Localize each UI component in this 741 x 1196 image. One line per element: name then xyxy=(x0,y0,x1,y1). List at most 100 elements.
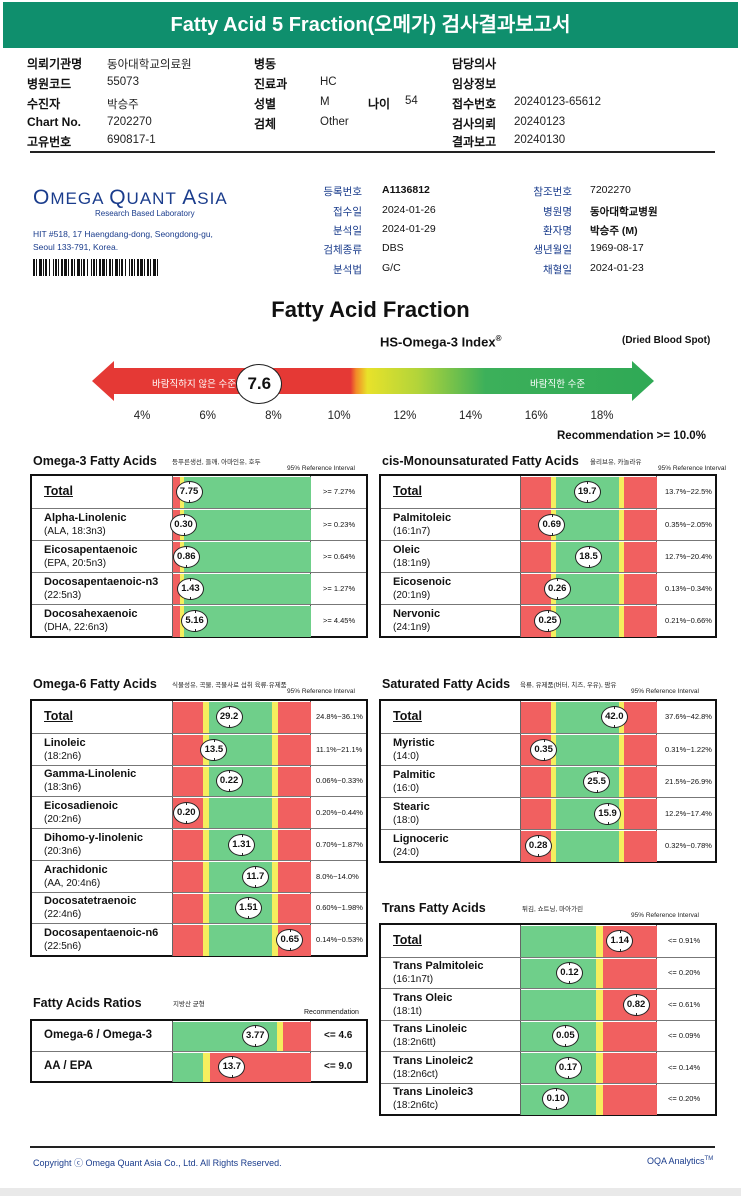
reference-range: >= 7.27% xyxy=(323,487,356,496)
row-name: Eicosenoic xyxy=(393,576,452,588)
row-name: Nervonic xyxy=(393,608,441,620)
row-total-label: Total xyxy=(393,484,422,498)
table-row: Dihomo-y-linolenic (20:3n6) 1.31 0.70%~1.87… xyxy=(32,828,366,861)
bar-segment xyxy=(173,766,204,798)
gauge-tick-label: 10% xyxy=(327,410,351,422)
reference-interval-header: 95% Reference Interval xyxy=(658,465,726,472)
row-name: Trans Linoleic3 xyxy=(393,1086,474,1099)
bar-segment xyxy=(272,766,278,798)
value-marker: 5.16 xyxy=(181,610,209,632)
row-subname: (18:2n6tt) xyxy=(393,1037,436,1049)
section-panel-cismono: Total 19.7 13.7%~22.5% Palmitoleic (16:1n7) 0… xyxy=(379,474,717,638)
reference-range: <= 0.91% xyxy=(668,935,701,945)
bar-segment xyxy=(173,830,204,861)
section-panel-omega6: Total 29.2 24.8%~36.1% Linoleic (18:2n6) 13.5… xyxy=(30,699,368,957)
header-field-label: 의뢰기관명 xyxy=(27,57,83,71)
value-marker: 42.0 xyxy=(600,706,628,728)
report-info-value: A1136812 xyxy=(382,184,430,196)
gauge-tick-label: 18% xyxy=(590,410,614,422)
bar-segment xyxy=(277,766,311,798)
reference-range: 0.31%~1.22% xyxy=(665,745,712,754)
row-subname: (20:2n6) xyxy=(44,814,82,826)
bar-segment xyxy=(277,702,311,733)
bar-segment xyxy=(618,735,625,766)
bar-segment xyxy=(184,477,311,508)
header-field-value: 7202270 xyxy=(107,116,152,128)
row-name: Docosapentaenoic-n6 xyxy=(44,927,159,940)
table-row: Docosapentaenoic-n3 (22:5n3) 1.43 >= 1.27% xyxy=(32,572,366,605)
header-field-value: 690817-1 xyxy=(107,134,156,146)
bar-segment xyxy=(173,861,204,893)
reference-interval-header: 95% Reference Interval xyxy=(631,912,699,919)
section-panel-omega3: Total 7.75 >= 7.27% Alpha-Linolenic (ALA, 18… xyxy=(30,474,368,638)
bar-segment xyxy=(203,766,209,798)
row-subname: (ALA, 18:3n3) xyxy=(44,526,106,537)
table-row: Oleic (18:1n9) 18.5 12.7%~20.4% xyxy=(381,540,715,573)
row-subname: (14:0) xyxy=(393,751,420,762)
reference-range: 0.70%~1.87% xyxy=(316,839,363,849)
reference-range: >= 1.27% xyxy=(323,584,356,593)
bar-segment xyxy=(624,542,657,573)
bar-segment xyxy=(276,1022,284,1051)
bar-segment xyxy=(624,510,657,541)
table-row: Trans Palmitoleic (16:1n7t) 0.12 <= 0.20% xyxy=(381,956,715,989)
header-divider xyxy=(30,151,715,153)
row-subname: (18:2n6tc) xyxy=(393,1100,439,1112)
row-subname: (16:1n7t) xyxy=(393,974,434,986)
row-total-label: Total xyxy=(393,932,422,947)
reference-range: 13.7%~22.5% xyxy=(665,487,712,496)
gauge-tick-label: 12% xyxy=(393,410,417,422)
bar-segment xyxy=(550,477,557,508)
bar-segment xyxy=(173,574,180,605)
value-marker: 0.22 xyxy=(215,770,243,793)
bar-segment xyxy=(203,702,209,733)
reference-interval-header: 95% Reference Interval xyxy=(287,465,355,472)
header-field-label: 담당의사 xyxy=(452,57,497,71)
reference-range: 0.06%~0.33% xyxy=(316,776,363,786)
header-field-label: 진료과 xyxy=(254,77,288,91)
bar-segment xyxy=(618,606,625,637)
row-name: Palmitic xyxy=(393,769,436,781)
report-info-label: 환자명 xyxy=(543,225,572,237)
row-name: Palmitoleic xyxy=(393,512,452,524)
bar-segment xyxy=(595,1084,603,1115)
table-row: Alpha-Linolenic (ALA, 18:3n3) 0.30 >= 0.23% xyxy=(32,508,366,541)
range-bar xyxy=(520,799,657,830)
reference-range: <= 0.20% xyxy=(668,968,701,978)
value-marker: 1.14 xyxy=(606,929,634,952)
bottom-strip xyxy=(0,1188,741,1196)
reference-range: >= 4.45% xyxy=(323,616,356,625)
reference-range: >= 0.23% xyxy=(323,520,356,529)
range-bar xyxy=(520,606,657,637)
row-total-label: Total xyxy=(393,709,422,723)
header-field-label: 임상정보 xyxy=(452,77,497,91)
bar-segment xyxy=(556,735,619,766)
header-field-label: 검사의뢰 xyxy=(452,117,497,131)
table-row: Lignoceric (24:0) 0.28 0.32%~0.78% xyxy=(381,829,715,862)
range-bar xyxy=(520,958,657,989)
reference-range: 0.14%~0.53% xyxy=(316,935,363,945)
section-title: Omega-3 Fatty Acids xyxy=(33,454,157,468)
value-marker: 0.10 xyxy=(542,1088,570,1111)
reference-interval-header: 95% Reference Interval xyxy=(631,688,699,695)
header-field-value: 20240130 xyxy=(514,134,566,146)
bar-segment xyxy=(521,926,596,957)
bar-segment xyxy=(173,925,204,956)
range-bar xyxy=(520,1053,657,1084)
header-field-label: 검체 xyxy=(254,117,277,131)
bar-segment xyxy=(277,798,311,829)
reference-range: 12.2%~17.4% xyxy=(665,809,712,818)
report-banner: Fatty Acid 5 Fraction(오메가) 검사결과보고서 xyxy=(3,2,738,48)
bar-segment xyxy=(595,1053,603,1084)
row-name: Trans Linoleic2 xyxy=(393,1054,474,1067)
report-info-label: 등록번호 xyxy=(323,186,362,198)
table-row: Trans Linoleic (18:2n6tt) 0.05 <= 0.09% xyxy=(381,1019,715,1052)
section-panel-trans: Total 1.14 <= 0.91% Trans Palmitoleic (16:1n… xyxy=(379,923,717,1116)
bar-segment xyxy=(618,510,625,541)
report-info-value: G/C xyxy=(382,262,401,274)
report-info-label: 분석법 xyxy=(333,264,362,276)
section-note: 튀김, 쇼트닝, 마아가린 xyxy=(522,906,584,913)
header-field-label: 성별 xyxy=(254,97,277,111)
row-subname: (18:2n6) xyxy=(44,750,82,762)
bar-segment xyxy=(208,925,273,956)
